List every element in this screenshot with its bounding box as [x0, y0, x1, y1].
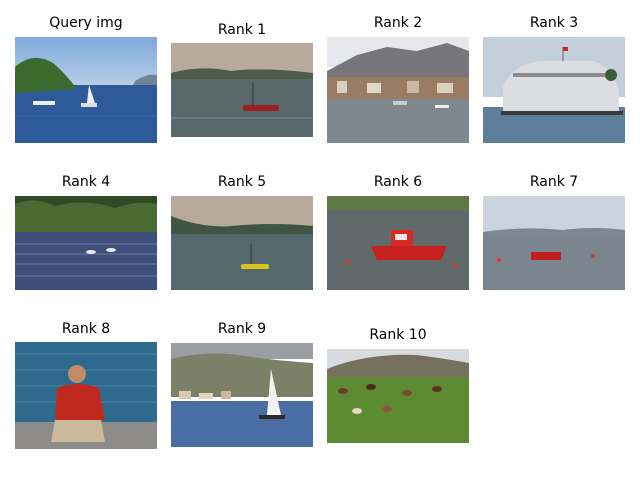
rank-1-image	[171, 43, 313, 137]
cell-title-rank-10: Rank 10	[369, 327, 427, 343]
cell-title-rank-4: Rank 4	[61, 174, 111, 190]
rank-2-image	[327, 37, 469, 143]
cell-title-rank-7: Rank 7	[529, 174, 579, 190]
cell-title-rank-3: Rank 3	[529, 15, 579, 31]
query-image	[15, 37, 157, 143]
rank-6-image	[327, 196, 469, 290]
rank-3-image	[483, 37, 625, 143]
cell-title-rank-1: Rank 1	[217, 22, 267, 38]
cell-title-rank-8: Rank 8	[61, 321, 111, 337]
rank-7-image	[483, 196, 625, 290]
cell-title-query: Query img	[49, 15, 123, 31]
cell-title-rank-2: Rank 2	[373, 15, 423, 31]
rank-4-image	[15, 196, 157, 290]
cell-title-rank-9: Rank 9	[217, 321, 267, 337]
rank-10-image	[327, 349, 469, 443]
cell-title-rank-5: Rank 5	[217, 174, 267, 190]
rank-5-image	[171, 196, 313, 290]
rank-8-image	[15, 342, 157, 449]
rank-9-image	[171, 343, 313, 447]
cell-title-rank-6: Rank 6	[373, 174, 423, 190]
